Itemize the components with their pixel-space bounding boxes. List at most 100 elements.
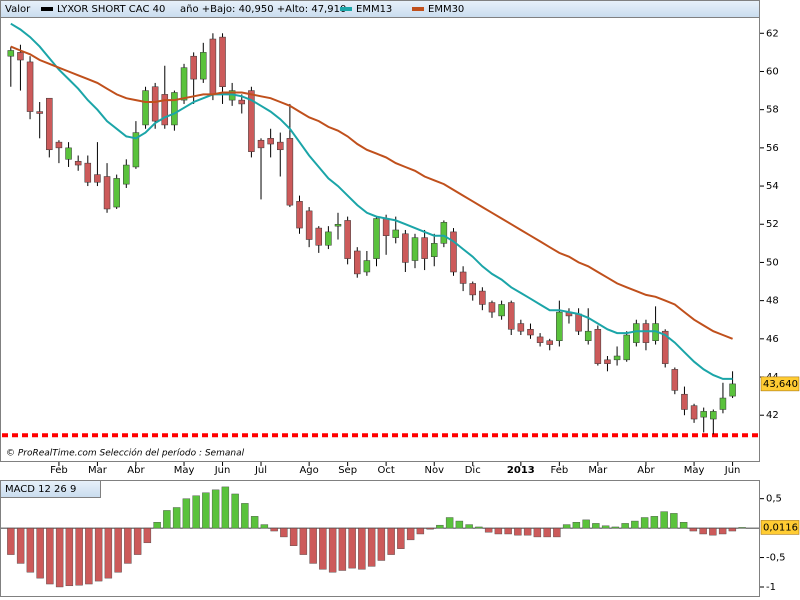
candle-body bbox=[498, 304, 505, 317]
x-tick-label: Dic bbox=[465, 465, 481, 476]
price-tag-label: 43,640 bbox=[763, 379, 798, 390]
macd-bar bbox=[16, 527, 25, 564]
legend-label: Valor bbox=[5, 4, 31, 15]
candle-body bbox=[257, 139, 265, 149]
candle-body bbox=[36, 111, 43, 114]
macd-bar bbox=[738, 527, 746, 529]
candle-body bbox=[55, 141, 63, 149]
candle-body bbox=[373, 218, 380, 259]
macd-bar bbox=[475, 526, 483, 529]
candle-body bbox=[248, 90, 255, 152]
macd-bar bbox=[319, 527, 327, 570]
candle-body bbox=[450, 231, 457, 273]
candle-body bbox=[392, 229, 399, 238]
candle-body bbox=[719, 397, 727, 410]
macd-bar bbox=[601, 525, 610, 529]
candle-body bbox=[575, 313, 582, 332]
macd-bar bbox=[358, 527, 366, 570]
macd-bar bbox=[299, 527, 308, 555]
macd-bar bbox=[572, 522, 581, 529]
x-tick-label: Jul bbox=[254, 465, 267, 476]
macd-bar bbox=[377, 527, 386, 561]
x-tick-label: Oct bbox=[377, 465, 394, 476]
x-tick-label: Mar bbox=[88, 465, 108, 476]
macd-legend-bar bbox=[0, 480, 101, 498]
macd-bar bbox=[679, 522, 688, 529]
macd-bar bbox=[55, 527, 64, 588]
macd-bar bbox=[709, 527, 717, 536]
macd-bar bbox=[592, 523, 600, 529]
candle-body bbox=[421, 237, 428, 259]
candle-body bbox=[151, 86, 159, 122]
x-tick-label: Jun bbox=[724, 465, 741, 476]
candle-body bbox=[296, 201, 303, 229]
candle-body bbox=[113, 178, 120, 208]
macd-bar bbox=[650, 516, 659, 529]
macd-bar bbox=[348, 527, 356, 569]
macd-bar bbox=[718, 527, 727, 535]
macd-bar bbox=[640, 517, 649, 529]
macd-bar bbox=[631, 520, 639, 529]
legend-entry: EMM13 bbox=[356, 4, 392, 15]
x-tick-label: Feb bbox=[50, 465, 68, 476]
macd-bar bbox=[192, 495, 200, 529]
macd-bar bbox=[621, 523, 629, 529]
macd-bar bbox=[36, 527, 44, 579]
macd-bar bbox=[582, 519, 590, 529]
macd-bar bbox=[397, 527, 405, 549]
candle-body bbox=[594, 329, 602, 364]
candle-body bbox=[238, 99, 246, 105]
macd-bar bbox=[7, 527, 15, 555]
x-tick-label: Feb bbox=[550, 465, 568, 476]
macd-bar bbox=[728, 527, 737, 532]
macd-title: MACD 12 26 9 bbox=[5, 484, 76, 495]
y-tick-label: 56 bbox=[766, 143, 779, 154]
candle-body bbox=[305, 210, 313, 240]
macd-bar bbox=[75, 527, 83, 586]
candle-body bbox=[171, 92, 178, 126]
x-tick-label: May bbox=[684, 465, 705, 476]
candle-body bbox=[354, 250, 361, 275]
candle-body bbox=[507, 302, 515, 330]
macd-bar bbox=[416, 527, 425, 535]
candle-body bbox=[584, 330, 592, 341]
candle-body bbox=[277, 141, 284, 151]
legend-bar bbox=[0, 0, 760, 18]
macd-bar bbox=[289, 527, 298, 546]
y-tick-label: 58 bbox=[766, 105, 779, 116]
candle-body bbox=[161, 94, 169, 126]
y-tick-label: 50 bbox=[766, 257, 779, 268]
candle-body bbox=[517, 323, 525, 332]
macd-bar bbox=[494, 527, 503, 535]
candle-body bbox=[94, 174, 101, 183]
macd-bar bbox=[338, 527, 347, 571]
candle-body bbox=[180, 67, 188, 101]
candle-body bbox=[190, 55, 197, 80]
x-tick-label: Sep bbox=[338, 465, 357, 476]
candle-body bbox=[209, 38, 217, 95]
candle-body bbox=[604, 359, 611, 364]
macd-bar bbox=[387, 527, 395, 555]
candle-body bbox=[132, 132, 140, 168]
macd-bar bbox=[455, 520, 464, 529]
legend-entry: EMM30 bbox=[428, 4, 464, 15]
y-tick-label: -1 bbox=[766, 582, 776, 593]
candle-body bbox=[46, 97, 53, 151]
candle-body bbox=[74, 160, 82, 166]
footer: © ProRealTime.com Selección del período … bbox=[6, 448, 245, 459]
x-tick-label: Abr bbox=[637, 465, 655, 476]
macd-bar bbox=[367, 527, 376, 567]
candle-body bbox=[7, 50, 15, 57]
macd-bar bbox=[280, 527, 288, 538]
candle-body bbox=[286, 138, 294, 206]
y-tick-label: 52 bbox=[766, 219, 779, 230]
candle-body bbox=[142, 90, 149, 126]
y-tick-label: -0,5 bbox=[766, 553, 786, 564]
macd-bar bbox=[543, 527, 551, 538]
macd-bar bbox=[250, 516, 259, 529]
x-tick-label: Ago bbox=[299, 465, 318, 476]
x-tick-label: May bbox=[174, 465, 195, 476]
macd-bar bbox=[85, 527, 93, 585]
macd-bar bbox=[241, 503, 249, 529]
macd-bar bbox=[328, 527, 337, 573]
